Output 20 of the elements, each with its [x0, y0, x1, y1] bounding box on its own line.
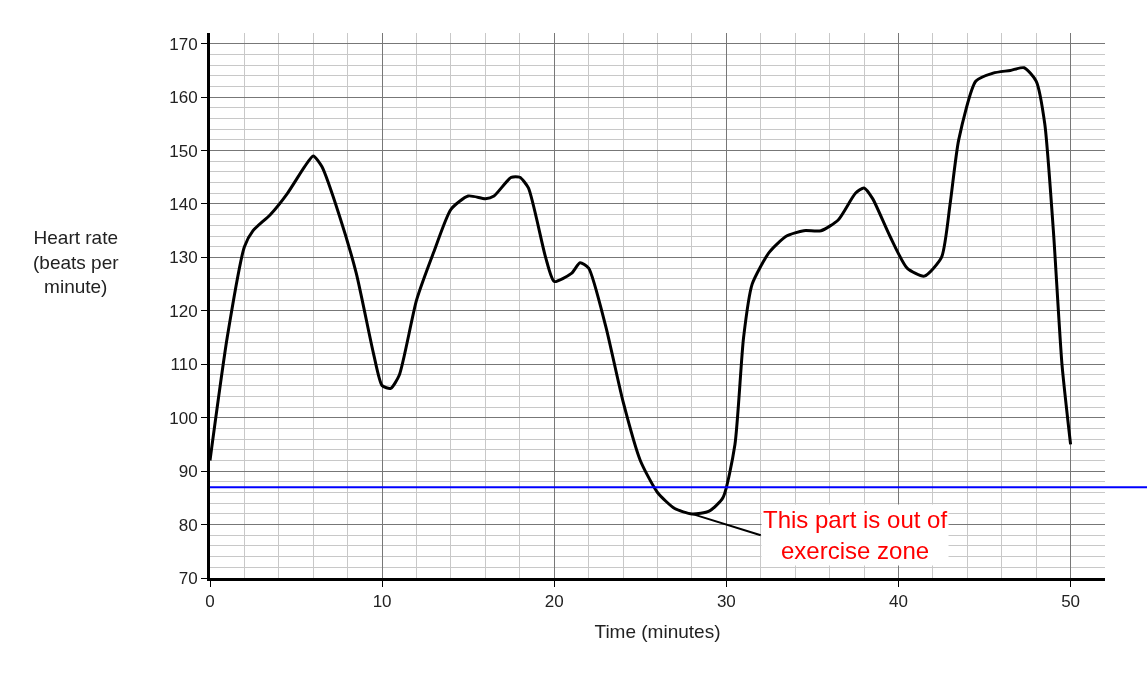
y-tick-label: 150	[169, 141, 198, 161]
y-tick-label: 90	[178, 462, 198, 482]
y-tick-label: 70	[178, 568, 198, 588]
x-tick-label: 10	[372, 592, 392, 612]
annotation: This part is out of exercise zone	[763, 506, 948, 565]
x-axis-title: Time (minutes)	[594, 621, 721, 643]
y-tick-label: 130	[169, 248, 198, 268]
x-tick-label: 40	[889, 592, 908, 612]
y-tick-label: 100	[169, 408, 198, 428]
x-tick-label: 30	[716, 592, 736, 612]
x-tick-label: 0	[205, 592, 215, 612]
y-tick-label: 110	[170, 355, 198, 375]
y-tick-label: 140	[169, 194, 198, 214]
x-tick-label: 20	[544, 592, 564, 612]
y-axis-title: Heart rate (beats per minute)	[33, 227, 120, 298]
x-tick-label: 50	[1061, 592, 1081, 612]
y-tick-label: 160	[169, 88, 198, 108]
y-tick-label: 170	[169, 34, 198, 54]
y-tick-label: 80	[178, 515, 198, 535]
y-tick-label: 120	[169, 301, 198, 321]
